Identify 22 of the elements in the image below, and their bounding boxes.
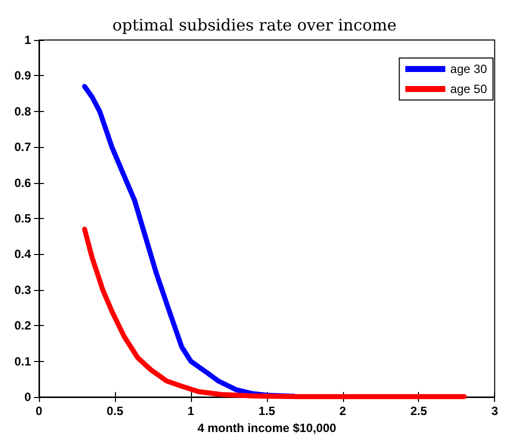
legend-label: age 50 — [450, 82, 488, 96]
y-tick-label: 0 — [24, 390, 32, 404]
y-tick-label: 0.5 — [14, 212, 32, 226]
y-tick-label: 0.6 — [14, 176, 32, 190]
x-tick-label: 1 — [188, 404, 195, 418]
y-tick-label: 0.2 — [14, 318, 32, 333]
x-tick-label: 1.5 — [258, 404, 276, 418]
y-tick-label: 0.7 — [14, 140, 32, 154]
y-tick-label: 0.8 — [14, 104, 32, 118]
y-tick-label: 0.3 — [14, 282, 32, 297]
x-tick-label: 3 — [491, 404, 498, 418]
x-tick-label: 0 — [36, 404, 43, 418]
legend-label: age 30 — [450, 62, 488, 76]
chart-title: optimal subsidies rate over income — [112, 16, 397, 34]
y-tick-label: 0.1 — [14, 354, 32, 368]
x-tick-label: 2 — [339, 404, 346, 418]
x-axis-title: 4 month income $10,000 — [197, 420, 337, 435]
y-tick-label: 1 — [24, 33, 32, 47]
x-tick-label: 0.5 — [106, 404, 124, 418]
x-tick-label: 2.5 — [410, 404, 428, 418]
y-tick-label: 0.9 — [14, 68, 32, 83]
y-tick-label: 0.4 — [14, 247, 32, 262]
